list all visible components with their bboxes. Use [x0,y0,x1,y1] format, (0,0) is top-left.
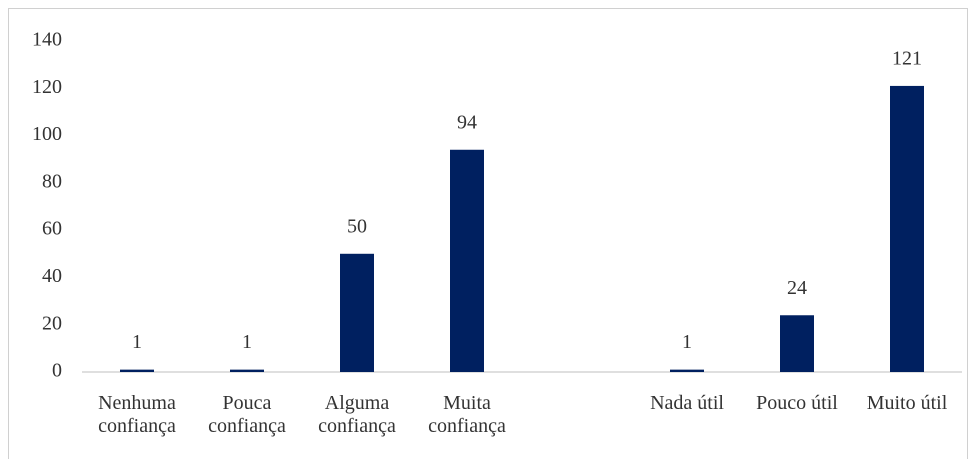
data-label: 1 [242,331,252,353]
x-tick-label: Muito útil [866,392,948,414]
y-tick-label: 80 [42,170,62,192]
data-label: 24 [787,277,807,299]
y-tick-label: 0 [52,360,62,382]
y-tick-label: 60 [42,218,62,240]
y-tick-label: 100 [32,123,62,145]
bar [230,369,264,372]
y-tick-label: 40 [42,265,62,287]
data-label: 121 [892,48,922,70]
x-tick-label: Pouco útil [756,392,838,414]
bar [340,253,374,372]
x-tick-label: Pouca confiança [208,392,286,437]
x-tick-label: Nada útil [650,392,724,414]
chart-border [8,8,968,459]
bar [120,369,154,372]
data-label: 1 [132,331,142,353]
y-tick-label: 20 [42,312,62,334]
data-label: 50 [347,215,367,237]
data-label: 1 [682,331,692,353]
y-tick-label: 120 [32,76,62,98]
bar [450,149,484,372]
bar [890,85,924,373]
y-tick-label: 140 [32,29,62,51]
data-label: 94 [457,111,477,133]
x-tick-label: Nenhuma confiança [98,392,176,437]
bar [670,369,704,372]
bar [780,315,814,372]
x-tick-label: Alguma confiança [318,392,396,437]
x-tick-label: Muita confiança [428,392,506,437]
